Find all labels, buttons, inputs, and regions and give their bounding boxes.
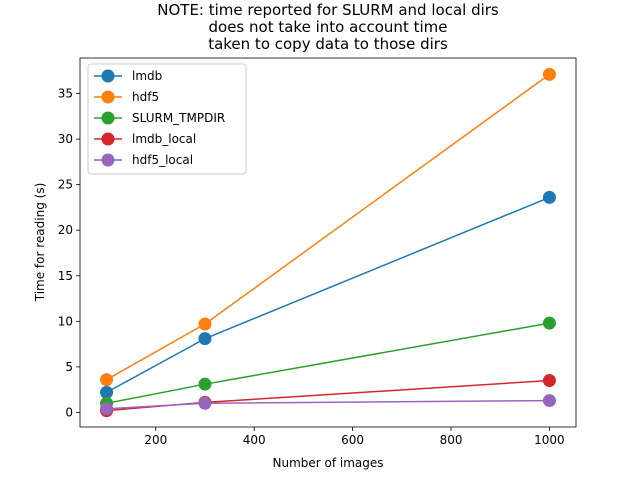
- plot-area: 200 400 600 800 1000 0 5 10 15 20 25 30 35: [58, 57, 577, 447]
- x-tick-label-800: 800: [440, 433, 463, 447]
- series-hdf5: [100, 67, 556, 387]
- axes-frame: [79, 57, 577, 428]
- legend-item-hdf5: hdf5: [94, 90, 159, 104]
- y-tick-label-30: 30: [58, 132, 73, 146]
- legend-marker-SLURM_TMPDIR: [101, 111, 115, 125]
- data-point-lmdb_local-1000: [542, 374, 556, 388]
- series-line-lmdb_local: [106, 379, 550, 412]
- x-tick-label-600: 600: [341, 433, 364, 447]
- legend-label-lmdb_local: lmdb_local: [132, 132, 196, 146]
- data-point-SLURM_TMPDIR-1000: [542, 316, 556, 330]
- legend-marker-lmdb: [101, 69, 115, 83]
- y-tick-label-20: 20: [58, 223, 73, 237]
- y-axis-ticks: 0 5 10 15 20 25 30 35: [58, 87, 80, 419]
- series-line-hdf5_local: [106, 399, 550, 410]
- legend-label-hdf5_local: hdf5_local: [132, 153, 193, 167]
- legend-label-SLURM_TMPDIR: SLURM_TMPDIR: [132, 111, 225, 125]
- x-axis-label: Number of images: [272, 456, 383, 470]
- legend-marker-lmdb_local: [101, 132, 115, 146]
- data-point-hdf5_local-100: [100, 402, 114, 416]
- legend-label-hdf5: hdf5: [132, 90, 159, 104]
- data-point-hdf5_local-1000: [542, 394, 556, 408]
- series-lmdb_local: [100, 374, 556, 418]
- series-hdf5_local: [100, 394, 556, 416]
- legend-item-lmdb_local: lmdb_local: [94, 132, 196, 146]
- y-tick-label-25: 25: [58, 178, 73, 192]
- series-lmdb: [100, 190, 556, 399]
- chart-title: NOTE: time reported for SLURM and local …: [157, 1, 499, 53]
- legend-label-lmdb: lmdb: [132, 69, 162, 83]
- data-point-hdf5-100: [100, 373, 114, 387]
- series-line-SLURM_TMPDIR: [106, 322, 550, 405]
- y-tick-label-0: 0: [65, 405, 73, 419]
- legend-frame: [87, 63, 247, 175]
- series-SLURM_TMPDIR: [100, 316, 556, 410]
- x-tick-label-400: 400: [243, 433, 266, 447]
- chart-title-line-3: taken to copy data to those dirs: [208, 35, 448, 53]
- legend-marker-hdf5: [101, 90, 115, 104]
- y-tick-label-10: 10: [58, 314, 73, 328]
- x-tick-label-200: 200: [144, 433, 167, 447]
- data-point-lmdb-1000: [542, 190, 556, 204]
- legend-item-hdf5_local: hdf5_local: [94, 153, 193, 167]
- x-tick-label-1000: 1000: [534, 433, 565, 447]
- legend-item-lmdb: lmdb: [94, 69, 162, 83]
- legend-marker-hdf5_local: [101, 153, 115, 167]
- data-point-SLURM_TMPDIR-300: [198, 377, 212, 391]
- chart-title-line-1: NOTE: time reported for SLURM and local …: [157, 1, 499, 19]
- y-axis-label: Time for reading (s): [33, 183, 47, 303]
- y-tick-label-35: 35: [58, 87, 73, 101]
- legend-item-SLURM_TMPDIR: SLURM_TMPDIR: [94, 111, 225, 125]
- data-point-hdf5-300: [198, 317, 212, 331]
- y-tick-label-15: 15: [58, 269, 73, 283]
- data-point-lmdb-100: [100, 385, 114, 399]
- data-point-lmdb-300: [198, 332, 212, 346]
- chart-title-line-2: does not take into account time: [209, 18, 448, 36]
- legend: lmdb hdf5 SLURM_TMPDIR lmdb_local hdf5_local: [87, 63, 247, 175]
- data-point-hdf5_local-300: [198, 396, 212, 410]
- data-point-hdf5-1000: [542, 67, 556, 81]
- y-tick-label-5: 5: [65, 360, 73, 374]
- x-axis-ticks: 200 400 600 800 1000: [144, 427, 565, 447]
